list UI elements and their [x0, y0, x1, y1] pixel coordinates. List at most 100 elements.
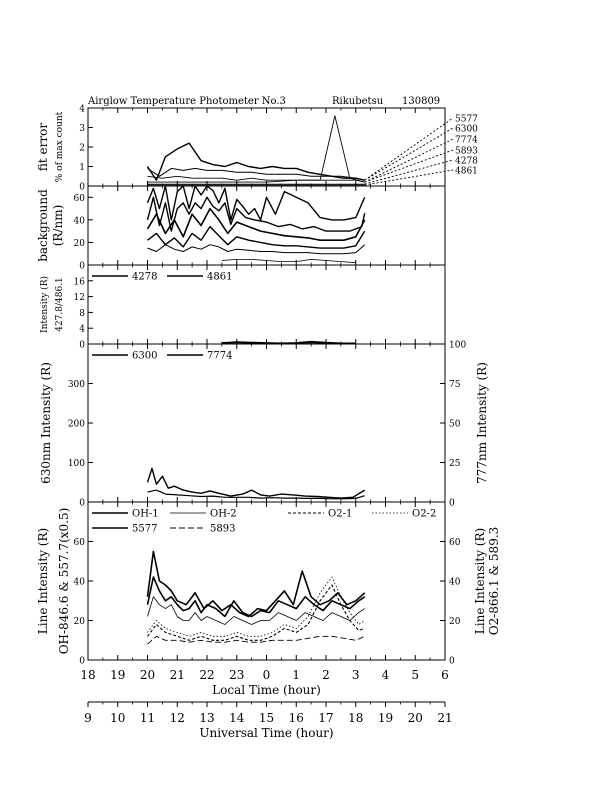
series-group	[221, 340, 356, 344]
y-axis-label: Intensity (R)	[39, 276, 50, 333]
y-tick-label: 2	[79, 144, 85, 154]
y-tick-label: 40	[74, 578, 86, 588]
leader-label: 5577	[455, 115, 478, 125]
legend-label: O2-1	[328, 509, 352, 520]
series-line-6	[221, 258, 356, 264]
local-time-tick-label: 1	[292, 668, 300, 682]
ut-tick-label: 10	[110, 711, 125, 725]
panel-4: 0 100 200 300 0 25 50 75 100 630nm Intensity (R) 7…	[39, 341, 489, 509]
leader-label: 4278	[455, 157, 478, 167]
legend-label: 4278	[132, 272, 157, 283]
ut-tick-label: 15	[259, 711, 274, 725]
series-line-7774	[147, 175, 365, 183]
series-line-5	[147, 244, 366, 255]
series-line-1	[146, 186, 366, 221]
ut-tick-label: 11	[140, 711, 155, 725]
panel-5: 0 20 40 60 0 20 40 60 Line Intensity (R) OH-846.6…	[36, 501, 501, 667]
local-time-tick-label: 22	[199, 668, 214, 682]
series-line-5577	[146, 142, 365, 181]
y-axis-label-2: OH-846.6 & 557.7(x0.5)	[57, 508, 71, 655]
y-tick-label: 4	[79, 325, 85, 335]
y-axis-label: fit error	[36, 123, 50, 171]
panel-1: 0 1 2 3 4 fit error % of max count	[36, 105, 446, 193]
y-tick-label: 0	[79, 262, 85, 272]
series-line-4861	[221, 342, 356, 344]
ut-tick-label: 17	[318, 711, 333, 725]
series-group	[146, 550, 366, 645]
series-line-6300	[146, 467, 366, 499]
legend-label: O2-2	[412, 509, 436, 520]
local-time-tick-label: 3	[352, 668, 360, 682]
local-time-axis-label: Local Time (hour)	[212, 683, 321, 697]
date-text: 130809	[402, 96, 440, 107]
y-tick-label: 0	[79, 183, 85, 193]
ut-tick-label: 13	[199, 711, 214, 725]
series-line-5893	[147, 115, 365, 183]
legend-label: OH-1	[132, 509, 159, 520]
ut-tick-label: 21	[437, 711, 452, 725]
series-line-OH-2	[147, 596, 365, 625]
local-time-tick-label: 5	[411, 668, 419, 682]
local-time-tick-label: 6	[441, 668, 449, 682]
local-time-tick-label: 2	[322, 668, 330, 682]
y-right-tick-label: 50	[449, 420, 461, 430]
leader-line	[364, 117, 454, 181]
y-tick-label: 12	[74, 293, 85, 303]
local-time-tick-label: 21	[170, 668, 185, 682]
y-tick-label: 60	[74, 538, 86, 548]
y-axis-label: 630nm Intensity (R)	[39, 362, 53, 484]
y-right-tick-label: 25	[449, 459, 461, 469]
series-line-3	[146, 207, 366, 241]
y-tick-label: 0	[79, 657, 85, 667]
series-line-4	[147, 225, 366, 249]
ut-tick-label: 12	[170, 711, 185, 725]
y-axis-label-2: 427.8/486.1	[55, 277, 65, 332]
y-tick-label: 60	[74, 194, 86, 204]
ut-tick-label: 18	[348, 711, 363, 725]
leader-label: 5893	[455, 147, 478, 157]
series-group	[146, 115, 365, 186]
series-line-2	[146, 196, 366, 232]
y-tick-label: 16	[74, 277, 86, 287]
ut-tick-label: 19	[378, 711, 393, 725]
legend-label: 5893	[210, 524, 235, 535]
ut-tick-label: 20	[408, 711, 423, 725]
universal-time-axis: 9 10 11 12 13 14 15 16 17 18 19 20 21 Universal Time …	[84, 701, 453, 740]
y-right-tick-label: 0	[449, 657, 455, 667]
y-tick-label: 0	[79, 341, 85, 351]
y-tick-label: 40	[74, 216, 86, 226]
y-right-tick-label: 75	[449, 380, 461, 390]
series-line-OH-1	[146, 576, 366, 618]
y-tick-label: 1	[79, 163, 85, 173]
local-time-tick-label: 18	[80, 668, 95, 682]
y-tick-label: 200	[68, 420, 85, 430]
y-tick-label: 100	[68, 459, 85, 469]
legend-label: 7774	[207, 351, 232, 362]
panel-frame	[87, 343, 446, 503]
leader-label: 7774	[455, 136, 478, 146]
title-text: Airglow Temperature Photometer No.3	[87, 96, 286, 107]
legend-label: 5577	[132, 524, 157, 535]
local-time-tick-label: 0	[263, 668, 271, 682]
y-tick-label: 4	[79, 105, 85, 115]
series-group	[146, 467, 366, 500]
legend: 4278 4861	[92, 272, 232, 283]
y-tick-label: 300	[68, 380, 85, 390]
local-time-tick-label: 23	[229, 668, 244, 682]
leader-line	[364, 127, 454, 181]
legend-label: 6300	[132, 351, 157, 362]
series-line-7774	[147, 489, 365, 500]
series-line-5893	[147, 635, 365, 645]
leader-label: 4861	[455, 167, 478, 177]
y-right-axis-label: 777nm Intensity (R)	[475, 362, 489, 484]
ut-axis-label: Universal Time (hour)	[199, 726, 333, 740]
local-time-tick-label: 19	[110, 668, 125, 682]
station-text: Rikubetsu	[332, 96, 384, 107]
y-right-tick-label: 60	[449, 538, 461, 548]
y-axis-label: background	[36, 189, 50, 262]
legend: OH-1 OH-2 O2-1 O2-2 5577 5893	[92, 509, 436, 535]
series-line-5577	[146, 550, 366, 618]
